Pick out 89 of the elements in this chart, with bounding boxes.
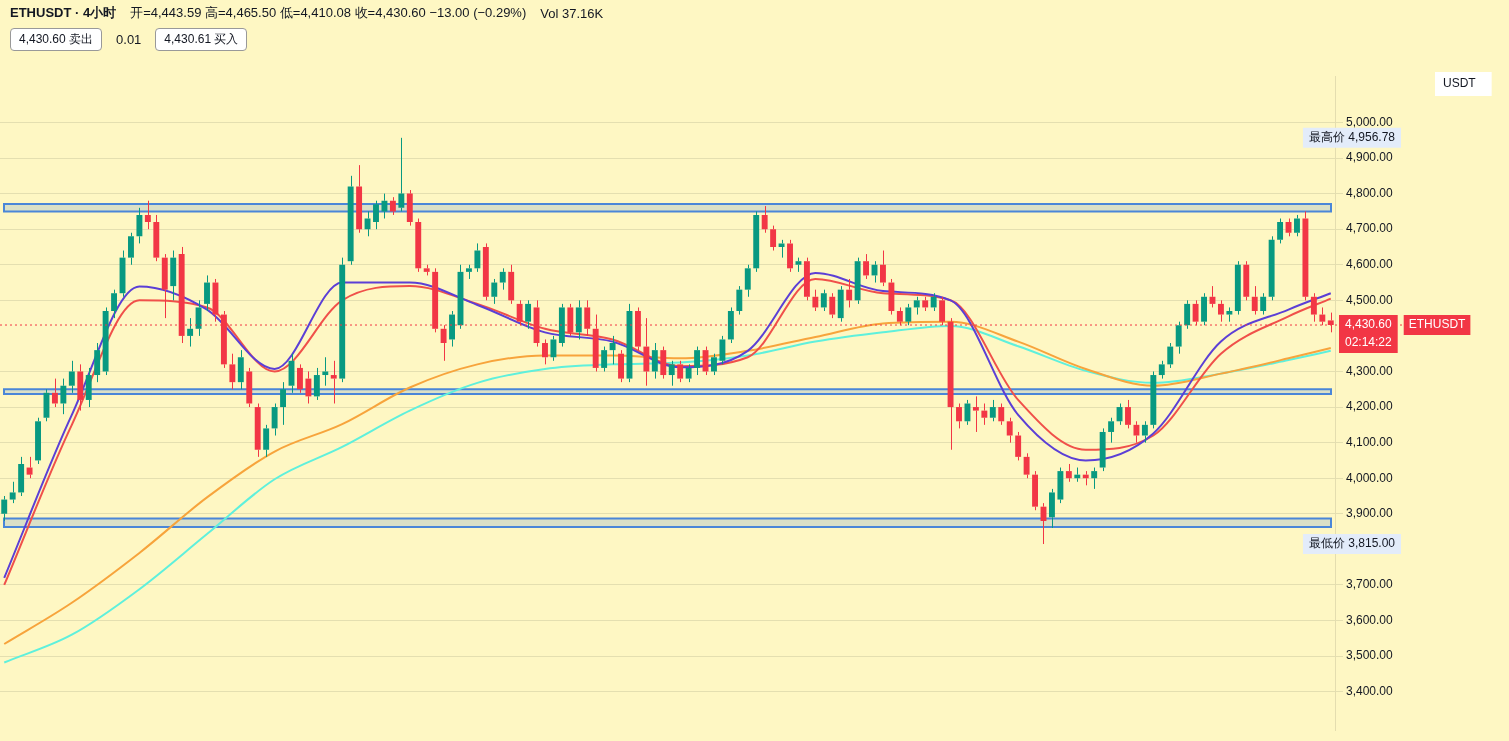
candlestick <box>237 349 244 390</box>
candlestick <box>1251 285 1258 316</box>
text: 4,430.60 卖出 <box>10 28 103 51</box>
candlestick <box>491 278 498 305</box>
text: Vol 37.16K <box>540 5 604 21</box>
candlestick <box>727 306 734 344</box>
candlestick <box>753 210 760 273</box>
text: 0.01 <box>116 32 142 47</box>
candlestick <box>356 164 363 234</box>
candlestick <box>761 205 768 234</box>
ref-line-label: ETHUSDT <box>1408 317 1467 332</box>
y-tick-label: 4,100.00 <box>1346 434 1394 449</box>
candlestick <box>1141 420 1148 444</box>
y-tick-label: 4,500.00 <box>1346 292 1394 307</box>
candlestick <box>280 381 287 426</box>
candlestick <box>85 367 92 408</box>
candlestick <box>651 342 658 380</box>
candlestick <box>389 196 396 216</box>
candlestick <box>1133 420 1140 444</box>
candlestick <box>863 253 870 280</box>
candlestick <box>1065 463 1072 483</box>
candlestick <box>305 370 312 404</box>
candlestick <box>837 285 844 323</box>
text: 02:14:22 <box>1345 335 1393 350</box>
y-tick-label: 4,600.00 <box>1346 257 1394 272</box>
candlestick <box>406 189 413 227</box>
candlestick <box>60 378 67 415</box>
candlestick <box>136 207 143 244</box>
candlestick <box>499 267 506 291</box>
candlestick <box>364 210 371 237</box>
candlestick <box>381 193 388 219</box>
candlestick <box>77 363 84 412</box>
candlestick <box>1226 306 1233 323</box>
candlestick <box>1184 299 1191 330</box>
candlestick <box>964 399 971 426</box>
candlestick <box>575 299 582 340</box>
candlestick <box>609 335 616 365</box>
candlestick <box>229 353 236 390</box>
y-tick-label: 4,000.00 <box>1346 470 1394 485</box>
candlestick <box>195 299 202 337</box>
y-tick-label: 4,700.00 <box>1346 221 1394 236</box>
candlestick <box>1217 299 1224 323</box>
candlestick <box>330 360 337 404</box>
candlestick <box>449 310 455 348</box>
candlestick <box>18 456 25 497</box>
candlestick <box>972 395 979 433</box>
candlestick <box>1310 292 1317 323</box>
annotation: 最低价 3,815.00 <box>1308 536 1396 551</box>
candlestick <box>474 242 481 273</box>
y-tick-label: 4,200.00 <box>1346 399 1394 414</box>
text: 4,430.61 买入 <box>155 28 248 51</box>
candlestick <box>170 250 177 301</box>
y-tick-label: 3,900.00 <box>1346 506 1394 521</box>
candlestick <box>525 299 532 330</box>
candlestick <box>542 338 548 365</box>
candlestick <box>297 363 303 394</box>
candlestick <box>1167 342 1174 369</box>
candlestick <box>846 278 853 308</box>
candlestick <box>812 289 819 312</box>
candlestick <box>102 306 109 376</box>
y-tick-label: 3,500.00 <box>1346 648 1394 663</box>
y-tick-label: 3,400.00 <box>1346 683 1394 698</box>
y-tick-label: 4,800.00 <box>1346 185 1394 200</box>
text: USDT <box>1443 76 1477 91</box>
text: 4,430.60 <box>1345 317 1393 332</box>
y-tick-label: 3,700.00 <box>1346 577 1394 592</box>
y-tick-label: 3,600.00 <box>1346 612 1394 627</box>
candlestick <box>204 274 210 312</box>
candlestick <box>736 285 743 316</box>
candlestick <box>1234 260 1241 316</box>
candlestick <box>981 403 988 426</box>
candlestick <box>322 356 329 387</box>
annotation: 最高价 4,956.78 <box>1308 130 1396 145</box>
y-tick-label: 5,000.00 <box>1346 114 1394 129</box>
candlestick <box>94 342 101 383</box>
candlestick <box>888 278 895 316</box>
candlestick <box>930 292 937 312</box>
y-tick-label: 4,900.00 <box>1346 150 1394 165</box>
y-tick-label: 4,300.00 <box>1346 363 1394 378</box>
candlestick <box>68 360 75 394</box>
candlestick <box>313 367 320 401</box>
text: 开=4,443.59 高=4,465.50 低=4,410.08 收=4,430.60 −13.00 (−0.29%) <box>130 4 527 22</box>
candlestick <box>144 200 151 230</box>
chart-title: ETHUSDT · 4小时 <box>10 4 117 22</box>
candlestick <box>1 495 8 522</box>
candlestick <box>347 175 354 266</box>
candlestick <box>508 264 515 305</box>
candlestick <box>161 253 168 319</box>
candlestick <box>1260 292 1267 316</box>
